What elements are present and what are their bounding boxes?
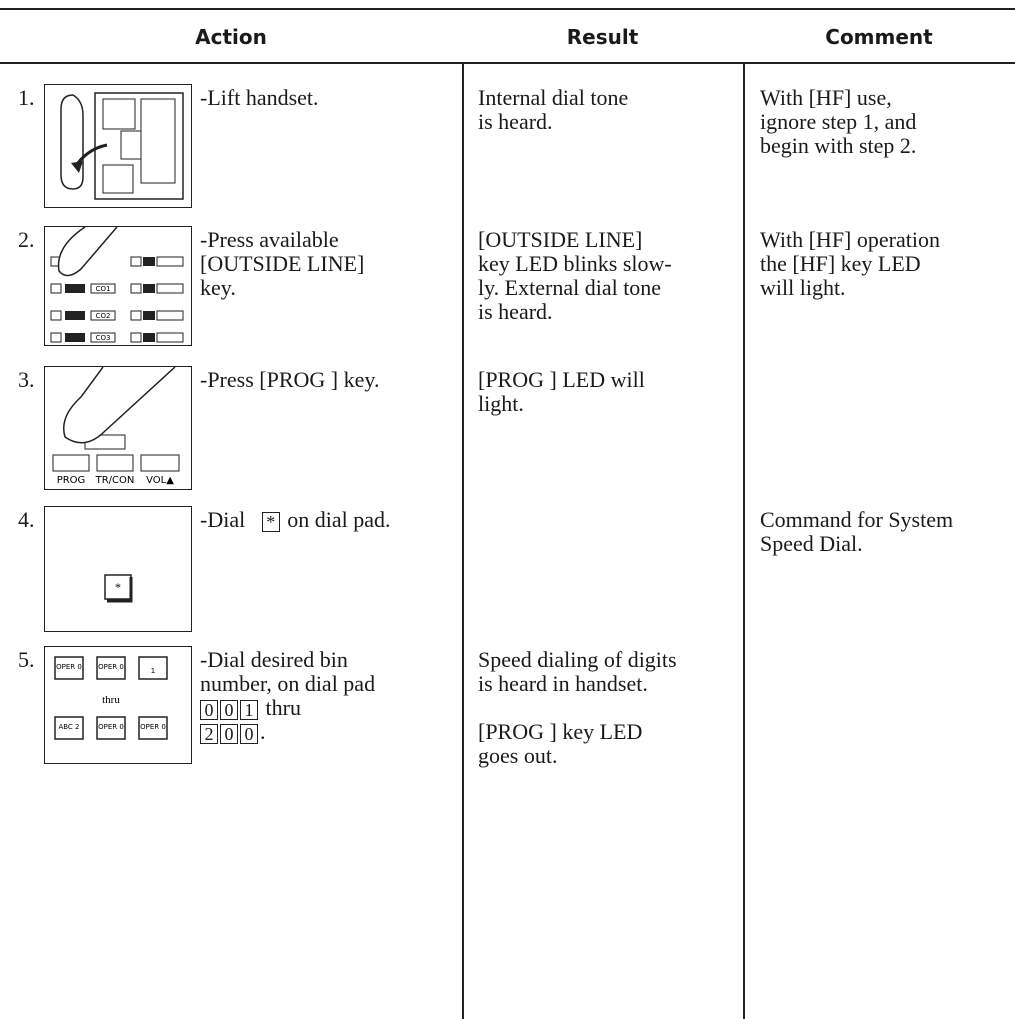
rule — [0, 8, 1015, 10]
rule — [743, 62, 745, 1019]
rule — [462, 62, 464, 1019]
step-number: 3. — [18, 367, 35, 392]
keycap: 0 — [220, 723, 238, 744]
key-label: ABC 2 — [58, 723, 79, 731]
action-text: -Press available [OUTSIDE LINE] key. — [200, 227, 365, 300]
key-label: CO3 — [96, 334, 111, 342]
result-text: Speed dialing of digits is heard in hands… — [478, 647, 677, 768]
action-text: -Dial * on dial pad. — [200, 507, 391, 532]
key-label: OPER 0 — [140, 723, 166, 731]
key-label: CO1 — [96, 285, 111, 293]
action-text: -Press [PROG ] key. — [200, 367, 380, 392]
step-number: 2. — [18, 227, 35, 252]
rule — [0, 62, 1015, 64]
keycap: 0 — [240, 723, 258, 744]
keys-icon: OPER 0 OPER 0 1 thru ABC 2 OPER 0 OPER 0 — [54, 656, 168, 740]
illustration: CO1 CO2 CO3 — [44, 226, 192, 346]
key-label: TR/CON — [95, 475, 135, 486]
header-cell: Comment — [825, 25, 933, 49]
keycap: 2 — [200, 723, 218, 744]
key-label: * — [115, 580, 121, 594]
step-number: 5. — [18, 647, 35, 672]
illustration: PROG TR/CON VOL▲ — [44, 366, 192, 490]
header-cell: Result — [566, 25, 639, 49]
keycap: 1 — [240, 699, 258, 720]
illustration: * — [44, 506, 192, 632]
key-icon: * — [104, 574, 133, 603]
comment-text: With [HF] use, ignore step 1, and begin wi… — [760, 85, 917, 158]
action-text: -Lift handset. — [200, 85, 319, 110]
result-text: [PROG ] LED will light. — [478, 367, 645, 416]
key-label: VOL▲ — [146, 475, 174, 486]
comment-text: Command for System Speed Dial. — [760, 507, 954, 556]
illustration: OPER 0 OPER 0 1 thru ABC 2 OPER 0 OPER 0 — [44, 646, 192, 764]
key-label: OPER 0 — [56, 663, 82, 671]
key-label: OPER 0 — [98, 723, 124, 731]
keys-icon: CO1 CO2 CO3 — [50, 227, 184, 343]
thru-label: thru — [102, 694, 120, 706]
keycap: 0 — [220, 699, 238, 720]
illustration — [44, 84, 192, 208]
key-label: 1 — [151, 667, 155, 675]
key-label: PROG — [57, 475, 86, 486]
phone-icon — [60, 92, 184, 200]
keycap: * — [261, 511, 280, 532]
keycap: 0 — [200, 699, 218, 720]
result-text: Internal dial tone is heard. — [478, 85, 629, 134]
key-label: OPER 0 — [98, 663, 124, 671]
keys-icon: PROG TR/CON VOL▲ — [52, 367, 180, 486]
result-text: [OUTSIDE LINE] key LED blinks slow-ly. Ex… — [478, 227, 672, 324]
step-number: 4. — [18, 507, 35, 532]
header-cell: Action — [195, 25, 267, 49]
key-label: CO2 — [96, 312, 111, 320]
step-number: 1. — [18, 85, 35, 110]
comment-text: With [HF] operation the [HF] key LED will … — [760, 227, 940, 300]
